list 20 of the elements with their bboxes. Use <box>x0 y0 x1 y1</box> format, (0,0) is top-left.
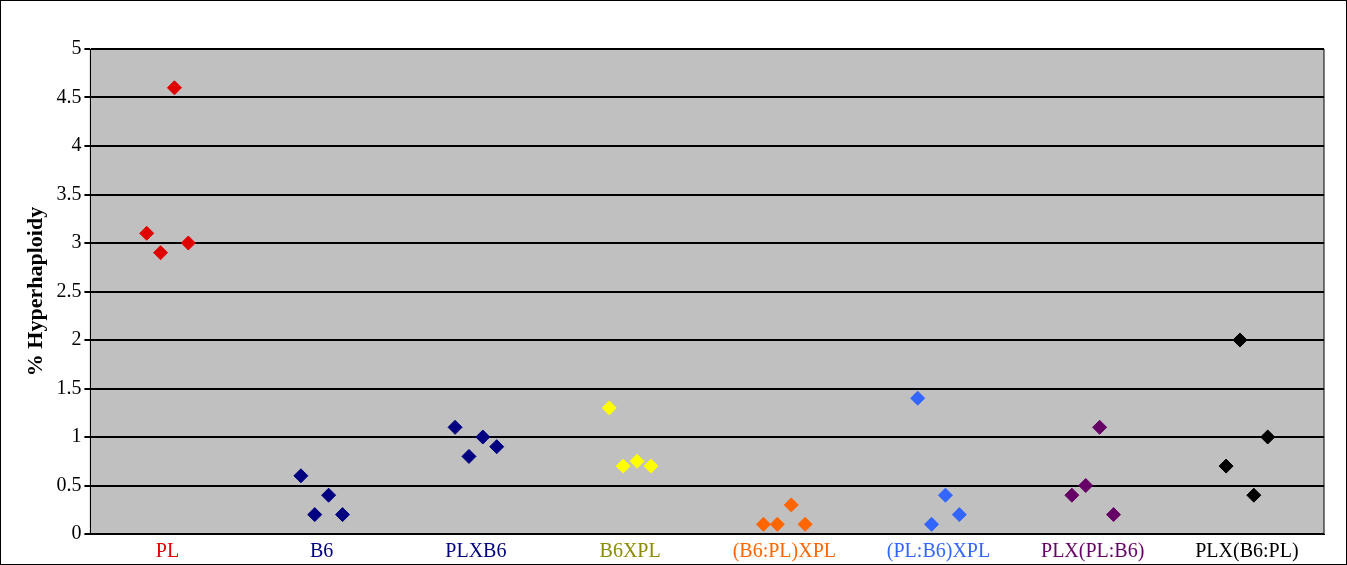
y-tick-label: 4.5 <box>56 84 82 107</box>
y-tick-label: 3.5 <box>56 181 82 204</box>
y-axis-title: % Hyperhaploidy <box>21 206 47 377</box>
x-tick-label: PL <box>155 539 180 562</box>
x-tick-label: (PL:B6)XPL <box>886 539 991 563</box>
x-tick-label: (B6:PL)XPL <box>732 539 836 563</box>
y-tick-label: 1.5 <box>56 375 82 398</box>
x-tick-label: B6 <box>310 539 334 562</box>
y-tick-label: 0 <box>71 521 82 544</box>
y-tick-label: 0.5 <box>56 472 82 495</box>
x-tick-label: PLX(B6:PL) <box>1195 539 1299 563</box>
y-tick-label: 2.5 <box>56 278 82 301</box>
y-tick-label: 5 <box>71 36 82 59</box>
x-tick-label: B6XPL <box>599 539 661 562</box>
x-tick-label: PLXB6 <box>445 539 507 562</box>
y-tick-label: 2 <box>71 327 82 350</box>
y-tick-label: 3 <box>71 230 82 253</box>
y-tick-label: 4 <box>71 133 82 156</box>
y-tick-label: 1 <box>71 424 82 447</box>
x-tick-label: PLX(PL:B6) <box>1041 539 1145 563</box>
